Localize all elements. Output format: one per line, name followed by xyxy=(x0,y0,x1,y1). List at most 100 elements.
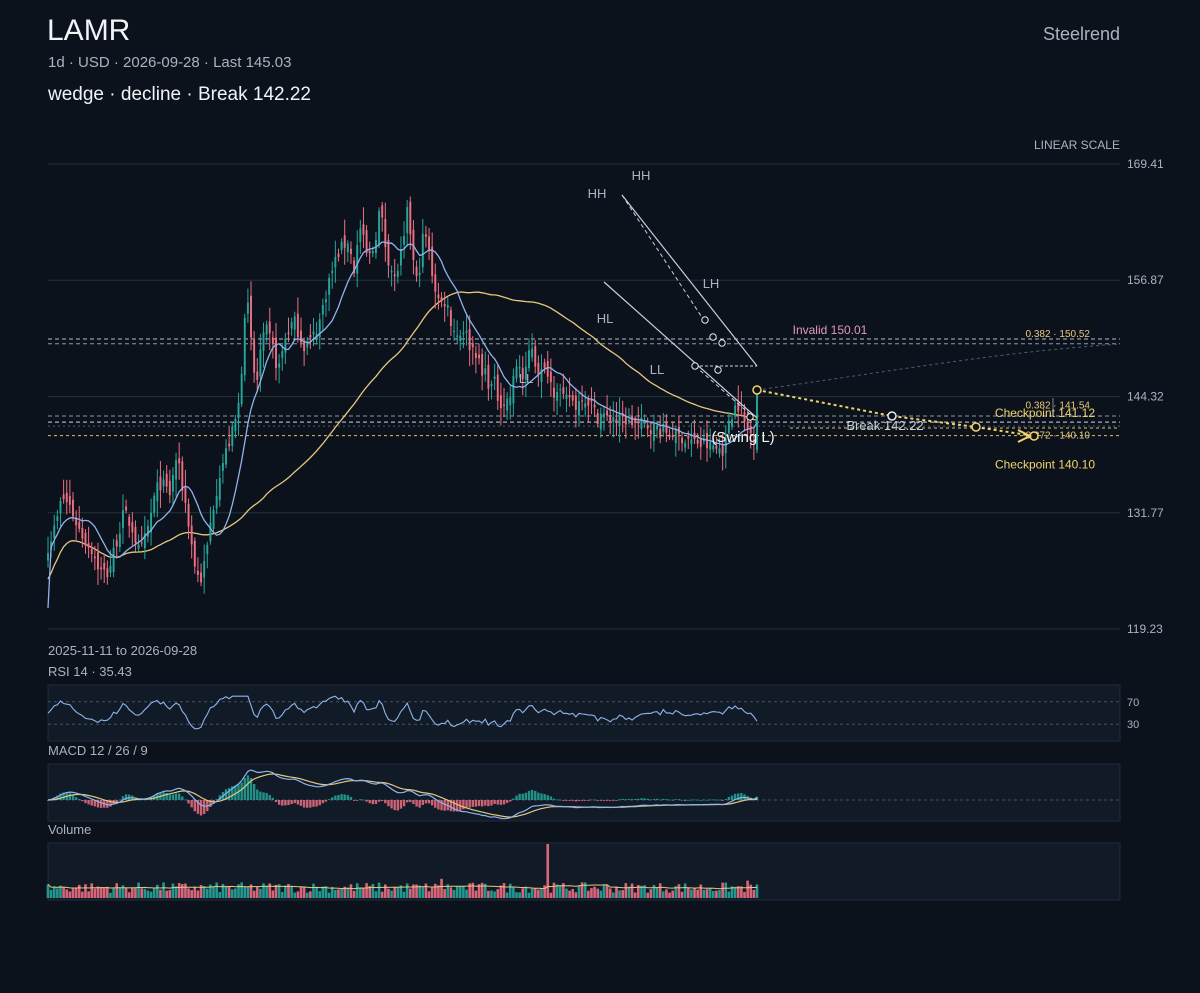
rsi-tick-label: 70 xyxy=(1127,697,1139,709)
candle-body xyxy=(584,403,587,408)
candle-body xyxy=(93,556,96,559)
volume-bar xyxy=(462,886,465,898)
macd-histogram-bar xyxy=(274,800,278,803)
volume-bar xyxy=(471,882,475,898)
macd-histogram-bar xyxy=(646,798,649,800)
candle-body xyxy=(446,305,449,308)
macd-histogram-bar xyxy=(265,793,268,800)
candle-body xyxy=(662,424,665,432)
macd-histogram-bar xyxy=(371,800,375,805)
macd-histogram-bar xyxy=(465,800,468,808)
volume-bar xyxy=(452,889,456,898)
candle-body xyxy=(571,395,574,401)
candle-body xyxy=(109,565,112,573)
candle-body xyxy=(165,473,168,487)
volume-bar xyxy=(518,892,521,898)
candle-body xyxy=(721,444,724,456)
candle-body xyxy=(731,419,733,427)
candle-body xyxy=(421,233,424,268)
volume-bar xyxy=(118,888,122,898)
candle-body xyxy=(334,256,337,268)
volume-bar xyxy=(196,890,200,898)
volume-bar xyxy=(568,890,571,898)
volume-bar xyxy=(287,883,290,898)
volume-bar xyxy=(199,885,203,898)
volume-bar xyxy=(337,889,340,898)
volume-bar xyxy=(262,883,265,898)
candle-body xyxy=(756,389,758,450)
candle-body xyxy=(306,341,309,348)
volume-bar xyxy=(633,892,637,898)
macd-histogram-bar xyxy=(496,800,499,805)
macd-histogram-bar xyxy=(480,800,484,807)
volume-bar xyxy=(424,883,428,898)
volume-bar xyxy=(399,885,403,898)
volume-bar xyxy=(368,886,372,898)
volume-bar xyxy=(84,884,87,898)
volume-bar xyxy=(93,888,97,898)
macd-histogram-bar xyxy=(393,800,396,811)
volume-bar xyxy=(677,884,681,898)
candle-body xyxy=(671,435,674,438)
candle-body xyxy=(178,458,181,464)
volume-bar xyxy=(62,887,65,898)
candle-body xyxy=(237,402,240,419)
candle-body xyxy=(303,340,306,352)
projection-path xyxy=(756,389,1035,437)
macd-histogram-bar xyxy=(477,800,481,806)
volume-bar xyxy=(477,884,481,898)
candles-group xyxy=(47,196,758,594)
macd-histogram-bar xyxy=(493,800,496,805)
swing-label: LL xyxy=(650,362,664,377)
volume-bar xyxy=(505,892,509,898)
macd-histogram-bar xyxy=(346,795,350,800)
volume-bar xyxy=(437,885,440,898)
volume-bar xyxy=(480,882,484,898)
candle-body xyxy=(271,337,274,344)
macd-histogram-bar xyxy=(712,799,715,801)
macd-histogram-bar xyxy=(687,799,690,801)
candle-body xyxy=(418,272,421,276)
volume-bar xyxy=(643,885,646,898)
macd-histogram-bar xyxy=(356,800,359,801)
wedge-dashed-upper xyxy=(621,194,706,323)
candle-body xyxy=(131,522,134,533)
candle-body xyxy=(409,201,412,235)
macd-histogram-bar xyxy=(434,800,437,808)
candle-body xyxy=(384,218,387,248)
candle-body xyxy=(702,439,705,442)
candle-body xyxy=(596,412,599,424)
swing-label: LL xyxy=(519,371,533,386)
candle-body xyxy=(556,391,559,401)
macd-histogram-bar xyxy=(162,792,165,800)
volume-bar xyxy=(243,886,247,898)
volume-bar xyxy=(630,883,634,898)
macd-histogram-bar xyxy=(537,792,540,800)
volume-bar xyxy=(321,886,325,898)
volume-bar xyxy=(227,886,231,898)
candle-body xyxy=(90,549,93,555)
macd-histogram-bar xyxy=(455,800,459,812)
volume-bar xyxy=(212,886,215,898)
rsi-group: 70 30 xyxy=(47,695,1139,731)
price-grid xyxy=(48,163,1120,630)
volume-bar xyxy=(168,890,172,898)
volume-bar xyxy=(724,882,728,898)
candle-body xyxy=(524,366,527,380)
macd-histogram-bar xyxy=(259,791,262,800)
level-label: Break 142.22 xyxy=(846,418,923,433)
volume-bar xyxy=(652,884,656,898)
candle-body xyxy=(293,316,296,330)
macd-histogram-bar xyxy=(334,795,337,800)
candle-body xyxy=(284,338,287,353)
macd-histogram-bar xyxy=(377,800,381,802)
volume-bar xyxy=(727,891,731,898)
volume-bar xyxy=(305,892,309,898)
volume-bar xyxy=(593,886,596,898)
macd-histogram-bar xyxy=(524,792,528,800)
ma-slow-group xyxy=(47,291,758,580)
pattern-summary: wedge · decline · Break 142.22 xyxy=(48,84,311,105)
macd-histogram-bar xyxy=(593,799,596,801)
candle-body xyxy=(150,512,153,533)
